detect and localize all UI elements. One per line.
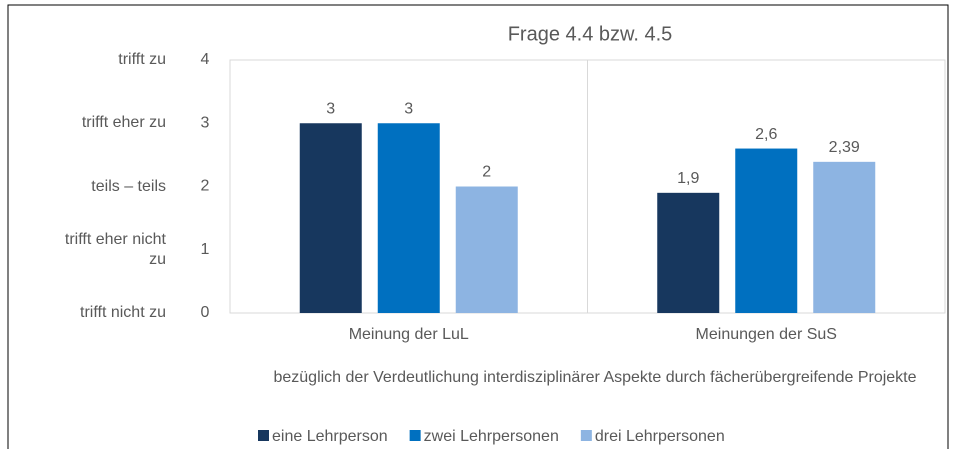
x-axis-label: bezüglich der Verdeutlichung interdiszip… — [273, 369, 917, 386]
y-tick-text: trifft zu — [118, 51, 166, 68]
frame — [7, 4, 949, 449]
x-tick-label: Meinung der LuL — [349, 326, 469, 343]
value-label: 1,9 — [677, 170, 699, 187]
bar — [377, 123, 440, 313]
value-label: 2,39 — [829, 139, 860, 156]
bar — [657, 192, 720, 313]
value-label: 3 — [326, 100, 335, 117]
y-tick-text: teils – teils — [91, 177, 166, 195]
y-tick-label: 3 — [201, 114, 210, 131]
value-label: 2 — [482, 164, 491, 181]
legend-swatch — [580, 430, 592, 441]
y-tick-text: trifft eher zu — [81, 114, 166, 132]
value-label: 3 — [404, 100, 413, 117]
bar — [299, 123, 362, 313]
legend-swatch — [258, 430, 269, 441]
value-label: 2,6 — [755, 126, 777, 143]
legend-swatch — [409, 430, 421, 441]
legend-label: zwei Lehrpersonen — [424, 428, 559, 445]
legend-label: eine Lehrperson — [272, 428, 388, 445]
legend-label: drei Lehrpersonen — [595, 428, 725, 445]
y-tick-label: 2 — [201, 178, 210, 195]
y-tick-text: trifft eher nicht zu — [64, 230, 166, 268]
bar — [735, 148, 798, 313]
chart-title: Frage 4.4 bzw. 4.5 — [508, 23, 673, 45]
x-tick-label: Meinungen der SuS — [696, 326, 837, 343]
bar — [813, 161, 876, 313]
bar — [455, 186, 518, 313]
y-tick-label: 0 — [201, 304, 210, 321]
y-tick-label: 1 — [201, 241, 210, 258]
y-tick-label: 4 — [201, 51, 210, 68]
y-tick-text: trifft nicht zu — [80, 304, 166, 321]
